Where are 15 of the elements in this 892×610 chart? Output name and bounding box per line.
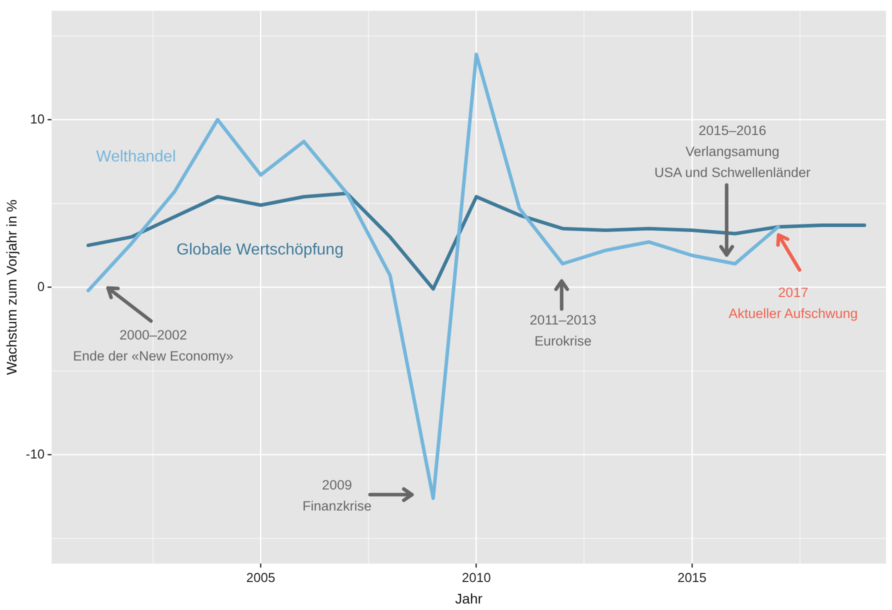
- annotation: 2009 Finanzkrise: [302, 478, 372, 514]
- y-tick-label: -10: [26, 446, 45, 462]
- y-axis-title: Wachstum zum Vorjahr in %: [3, 200, 20, 375]
- annotation: 2015–2016 Verlangsamung USA und Schwellenländer: [654, 123, 811, 180]
- y-tick-label: 0: [37, 278, 45, 294]
- series-label: Welthandel: [96, 148, 176, 166]
- y-tick-label: 10: [30, 111, 45, 126]
- annotation: 2017 Aktueller Aufschwung: [728, 284, 858, 321]
- x-tick-label: 2005: [246, 570, 276, 585]
- x-tick-label: 2010: [462, 570, 491, 585]
- series-label: Globale Wertschöpfung: [176, 241, 344, 258]
- x-tick-label: 2015: [677, 570, 706, 585]
- x-axis-title: Jahr: [455, 590, 483, 606]
- annotation: 2000–2002 Ende der «New Economy»: [72, 327, 234, 364]
- annotation: 2011–2013 Eurokrise: [530, 312, 596, 349]
